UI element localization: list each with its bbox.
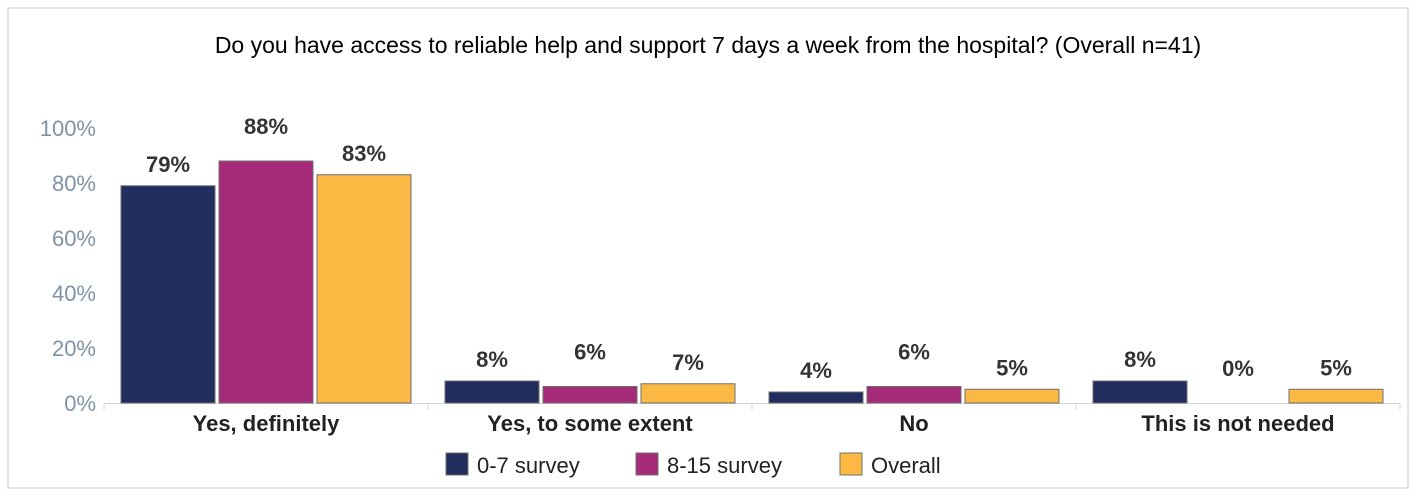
data-label: 88% [244,114,288,139]
legend: 0-7 survey 8-15 survey Overall [445,452,941,478]
y-tick-label: 100% [40,116,96,141]
y-tick-label: 0% [64,391,96,416]
bar [1288,388,1384,404]
data-label: 6% [898,340,930,365]
data-label: 79% [146,152,190,177]
y-axis: 0% 20% 40% 60% 80% 100% [40,116,96,416]
data-label: 7% [672,350,704,375]
bar [316,174,412,404]
y-tick-label: 20% [52,336,96,361]
bars [120,160,1384,404]
data-label: 0% [1222,356,1254,381]
data-labels: 79% 8% 4% 8% 88% 6% 6% 0% 83% 7% 5% 5% [146,114,1352,383]
chart-title: Do you have access to reliable help and … [215,32,1201,58]
data-label: 6% [574,340,606,365]
bar [218,160,314,404]
y-tick-label: 60% [52,226,96,251]
bar [444,380,540,404]
bar [964,388,1060,404]
y-tick-label: 40% [52,281,96,306]
bar [1092,380,1188,404]
data-label: 5% [1320,355,1352,380]
data-label: 4% [800,358,832,383]
data-label: 8% [1124,347,1156,372]
legend-label: 0-7 survey [477,453,580,478]
category-label: No [899,411,928,436]
legend-swatch [635,452,659,476]
y-tick-label: 80% [52,171,96,196]
category-label: Yes, definitely [193,411,340,436]
data-label: 83% [342,141,386,166]
legend-label: 8-15 survey [667,453,782,478]
bar [542,386,638,404]
bar [120,185,216,404]
legend-label: Overall [871,453,941,478]
legend-swatch [839,452,863,476]
bar [768,391,864,404]
bar [866,386,962,404]
category-label: Yes, to some extent [487,411,693,436]
legend-swatch [445,452,469,476]
category-label: This is not needed [1141,411,1334,436]
bar [640,383,736,404]
data-label: 5% [996,355,1028,380]
data-label: 8% [476,347,508,372]
